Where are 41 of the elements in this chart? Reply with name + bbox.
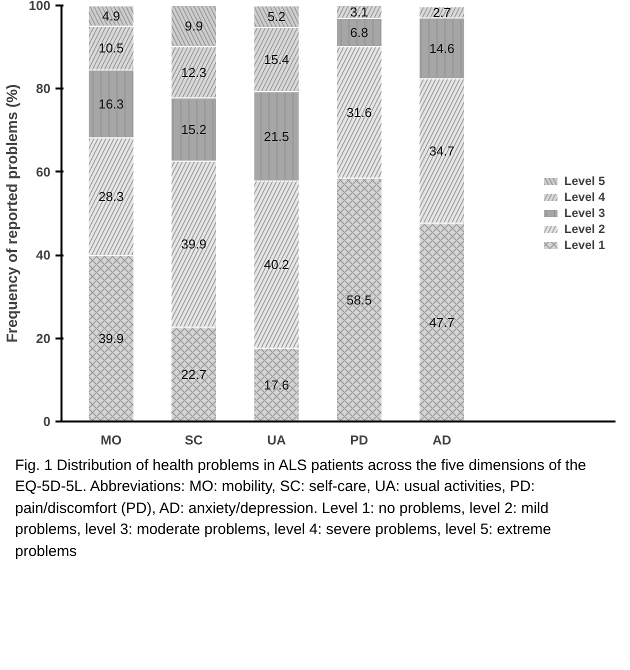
legend-label: Level 3	[564, 206, 605, 220]
data-label: 12.3	[181, 64, 206, 80]
caption: Fig. 1 Distribution of health problems in ALS patients across the five dimensions of the EQ-5D-5L. Abbreviations: MO: mobility, SC: self-care, UA: usual activities, PD: pain/discomfort (PD), AD: anxiety/depression. Level 1: no problems, level 2: mild problems, level 3: moderate problems, level 4: severe problems, level 5: extreme problems	[15, 456, 588, 562]
y-tick-label: 60	[36, 164, 51, 180]
data-label: 15.4	[264, 52, 290, 68]
data-label: 2.7	[432, 4, 451, 20]
data-label: 3.1	[350, 4, 368, 20]
data-label: 58.5	[346, 292, 372, 308]
data-label: 21.5	[264, 128, 290, 144]
data-label: 39.9	[181, 236, 206, 252]
data-label: 4.9	[102, 8, 120, 24]
data-label: 28.3	[98, 189, 124, 204]
data-label: 14.6	[429, 40, 455, 56]
legend-label: Level 2	[564, 222, 605, 236]
x-tick-label: UA	[267, 432, 286, 448]
data-label: 47.7	[429, 314, 455, 330]
data-label: 22.7	[181, 366, 206, 382]
data-label: 40.2	[264, 257, 290, 272]
data-label: 5.2	[267, 9, 286, 24]
legend-label: Level 4	[564, 190, 605, 204]
data-label: 39.9	[98, 331, 124, 346]
y-tick-label: 100	[28, 0, 51, 13]
x-tick-label: PD	[350, 432, 368, 448]
y-tick-label: 80	[36, 81, 51, 96]
y-tick-label: 20	[36, 330, 51, 346]
data-label: 34.7	[429, 143, 455, 158]
data-label: 10.5	[98, 40, 124, 56]
data-label: 16.3	[98, 96, 124, 112]
x-tick-label: AD	[432, 432, 452, 448]
legend-label: Level 1	[564, 238, 605, 252]
y-axis-title: Frequency of reported problems (%)	[4, 84, 21, 343]
x-tick-label: MO	[100, 432, 122, 448]
legend-label: Level 5	[564, 174, 605, 188]
data-label: 15.2	[181, 122, 206, 137]
y-tick-label: 0	[43, 414, 51, 429]
data-label: 31.6	[346, 104, 372, 120]
data-label: 9.9	[184, 18, 203, 34]
x-tick-label: SC	[184, 432, 204, 448]
y-tick-label: 40	[36, 248, 51, 263]
data-label: 17.6	[264, 377, 290, 392]
data-label: 6.8	[350, 25, 368, 40]
